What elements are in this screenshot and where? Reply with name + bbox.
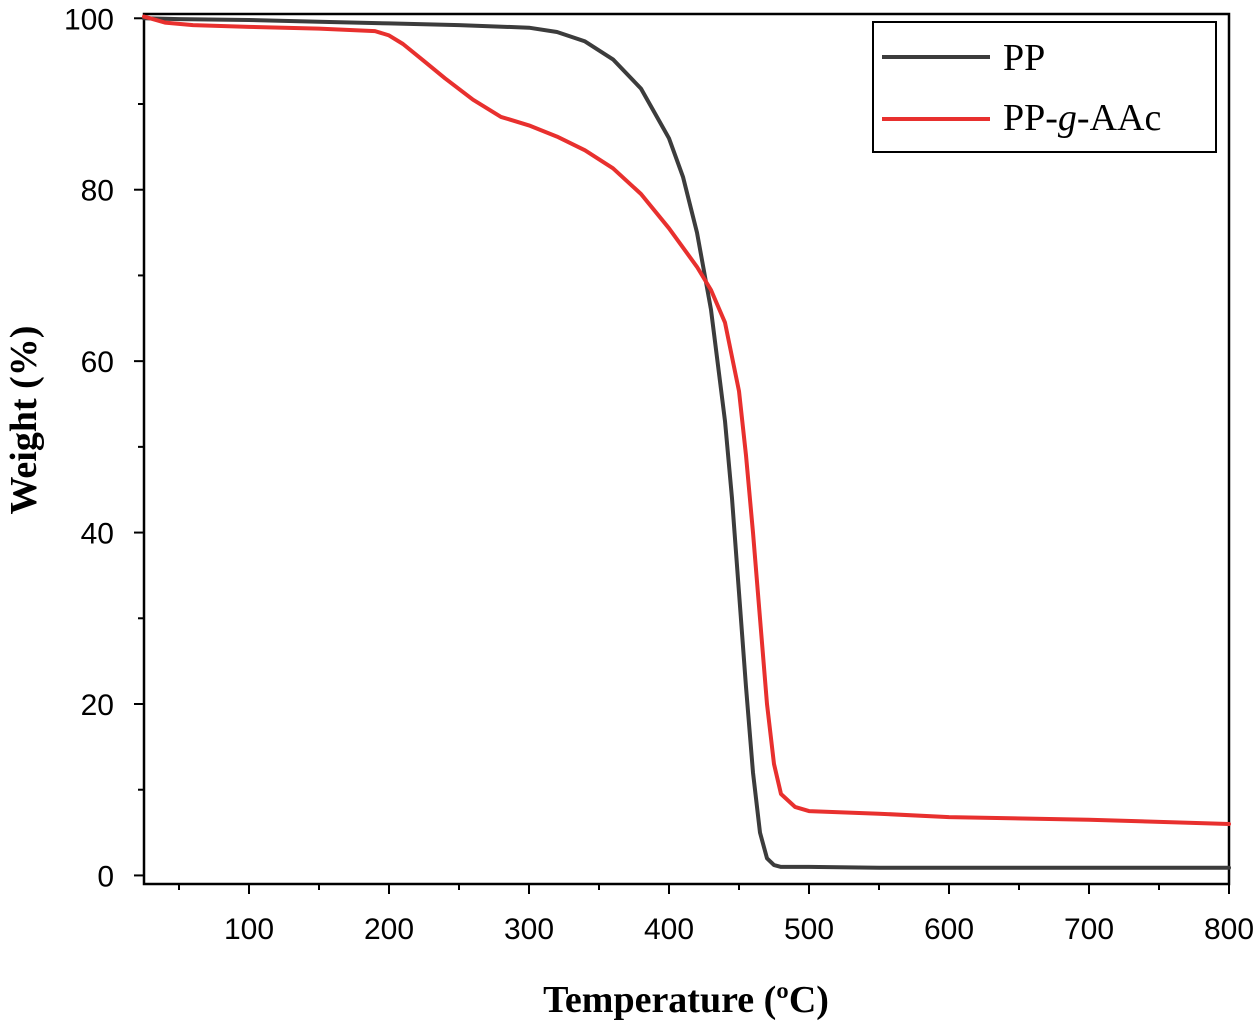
legend: PP PP-g-AAc bbox=[872, 21, 1217, 153]
x-tick-label: 400 bbox=[644, 913, 694, 946]
series-line-pp-g-aac bbox=[142, 14, 1231, 826]
y-tick-labels: 0 20 40 60 80 100 bbox=[64, 3, 114, 893]
x-tick-label: 500 bbox=[784, 913, 834, 946]
x-tick-labels: 100 200 300 400 500 600 700 800 bbox=[224, 913, 1254, 946]
series-layer bbox=[142, 14, 1231, 870]
x-tick-label: 700 bbox=[1064, 913, 1114, 946]
y-tick-label: 0 bbox=[97, 860, 114, 893]
x-tick-label: 800 bbox=[1204, 913, 1254, 946]
series-line-pp bbox=[142, 16, 1231, 870]
plot-frame bbox=[142, 12, 1231, 886]
x-axis-title: Temperature (ºC) bbox=[543, 979, 829, 1021]
y-tick-label: 60 bbox=[81, 346, 114, 379]
x-tick-label: 300 bbox=[504, 913, 554, 946]
y-tick-label: 80 bbox=[81, 175, 114, 208]
y-tick-label: 40 bbox=[81, 518, 114, 551]
y-tick-label: 20 bbox=[81, 689, 114, 722]
x-tick-label: 100 bbox=[224, 913, 274, 946]
legend-box bbox=[872, 21, 1217, 153]
legend-label-pp-g-aac: PP-g-AAc bbox=[1003, 97, 1161, 139]
x-tick-label: 600 bbox=[924, 913, 974, 946]
x-tick-label: 200 bbox=[364, 913, 414, 946]
y-axis-title: Weight (%) bbox=[3, 326, 45, 515]
y-tick-label: 100 bbox=[64, 3, 114, 36]
axis-ticks bbox=[134, 17, 1230, 894]
legend-label-pp: PP bbox=[1003, 37, 1045, 79]
